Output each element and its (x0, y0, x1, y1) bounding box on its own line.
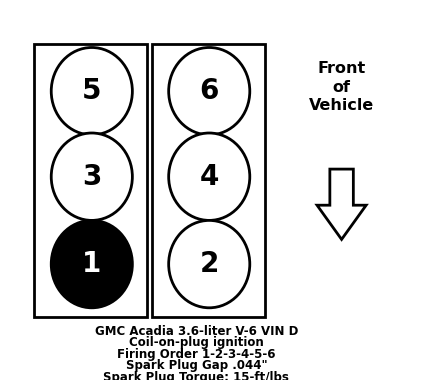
Text: 1: 1 (82, 250, 101, 278)
Ellipse shape (168, 220, 249, 308)
Ellipse shape (168, 133, 249, 220)
Text: GMC Acadia 3.6-liter V-6 VIN D: GMC Acadia 3.6-liter V-6 VIN D (95, 325, 297, 338)
Text: 5: 5 (82, 77, 101, 105)
Ellipse shape (168, 48, 249, 135)
Ellipse shape (51, 48, 132, 135)
Polygon shape (316, 169, 366, 239)
Text: 2: 2 (199, 250, 219, 278)
Text: Spark Plug Gap .044": Spark Plug Gap .044" (125, 359, 267, 372)
Bar (34, 44, 147, 317)
Ellipse shape (51, 220, 132, 308)
Text: Coil-on-plug ignition: Coil-on-plug ignition (129, 336, 263, 349)
Text: 4: 4 (199, 163, 219, 191)
Ellipse shape (51, 133, 132, 220)
Text: Front
of
Vehicle: Front of Vehicle (308, 61, 373, 114)
Text: Firing Order 1-2-3-4-5-6: Firing Order 1-2-3-4-5-6 (117, 348, 275, 361)
Bar (151, 44, 264, 317)
Text: 3: 3 (82, 163, 101, 191)
Text: Spark Plug Torque: 15-ft/lbs: Spark Plug Torque: 15-ft/lbs (103, 370, 289, 380)
Text: 6: 6 (199, 77, 219, 105)
